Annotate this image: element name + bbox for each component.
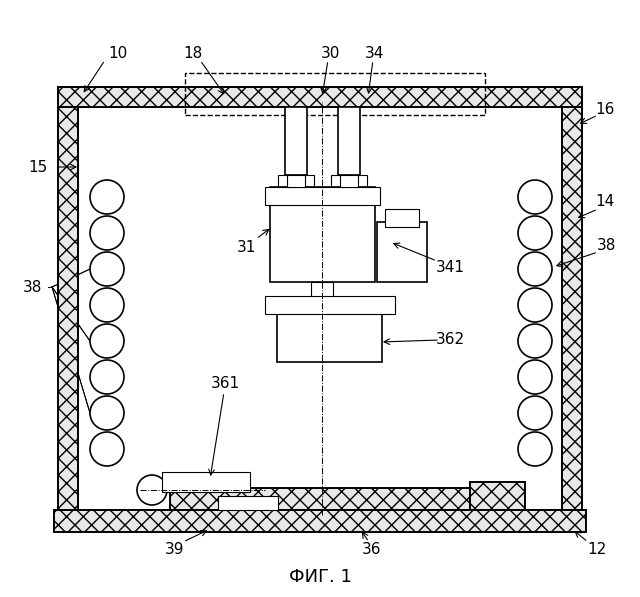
Bar [170,488,470,510]
Text: 38: 38 [596,238,616,253]
Text: ФИГ. 1: ФИГ. 1 [289,568,351,586]
Circle shape [518,432,552,466]
Text: 30: 30 [320,47,340,61]
Bar [338,107,360,175]
Bar [311,282,333,332]
Bar [58,87,582,107]
Text: 12: 12 [588,543,607,558]
Circle shape [90,180,124,214]
Bar [278,175,314,187]
Text: 34: 34 [365,47,385,61]
Bar [385,209,419,227]
Bar [562,107,582,510]
Text: 16: 16 [595,101,614,116]
Bar [58,107,78,510]
Text: 10: 10 [108,47,127,61]
Circle shape [137,475,167,505]
Circle shape [518,216,552,250]
Text: 14: 14 [595,195,614,210]
Bar [562,107,582,510]
Bar [340,175,358,187]
Text: 15: 15 [28,159,47,174]
Bar [185,73,485,115]
Bar [265,187,380,205]
Text: 39: 39 [165,543,185,558]
Circle shape [518,180,552,214]
Bar [331,175,367,187]
Circle shape [90,360,124,394]
Circle shape [90,252,124,286]
Bar [54,510,586,532]
Circle shape [90,288,124,322]
Text: 36: 36 [362,543,381,558]
Circle shape [518,360,552,394]
Bar [270,187,375,282]
Bar [162,472,250,492]
Circle shape [90,324,124,358]
Circle shape [90,396,124,430]
Bar [277,314,382,362]
Circle shape [90,216,124,250]
Bar [470,482,525,510]
Bar [470,482,525,510]
Bar [218,496,278,510]
Text: 362: 362 [435,331,465,346]
Text: 361: 361 [211,377,239,392]
Bar [265,296,395,314]
Text: 31: 31 [237,239,257,254]
Circle shape [90,432,124,466]
Text: 341: 341 [435,260,465,275]
Bar [54,510,586,532]
Bar [58,107,78,510]
Circle shape [518,252,552,286]
Bar [287,175,305,187]
Circle shape [518,288,552,322]
Bar [170,488,470,510]
Circle shape [518,396,552,430]
Bar [285,107,307,175]
Bar [377,222,427,282]
Circle shape [518,324,552,358]
Text: 18: 18 [184,47,203,61]
Bar [58,87,582,107]
Text: 38: 38 [22,279,42,294]
